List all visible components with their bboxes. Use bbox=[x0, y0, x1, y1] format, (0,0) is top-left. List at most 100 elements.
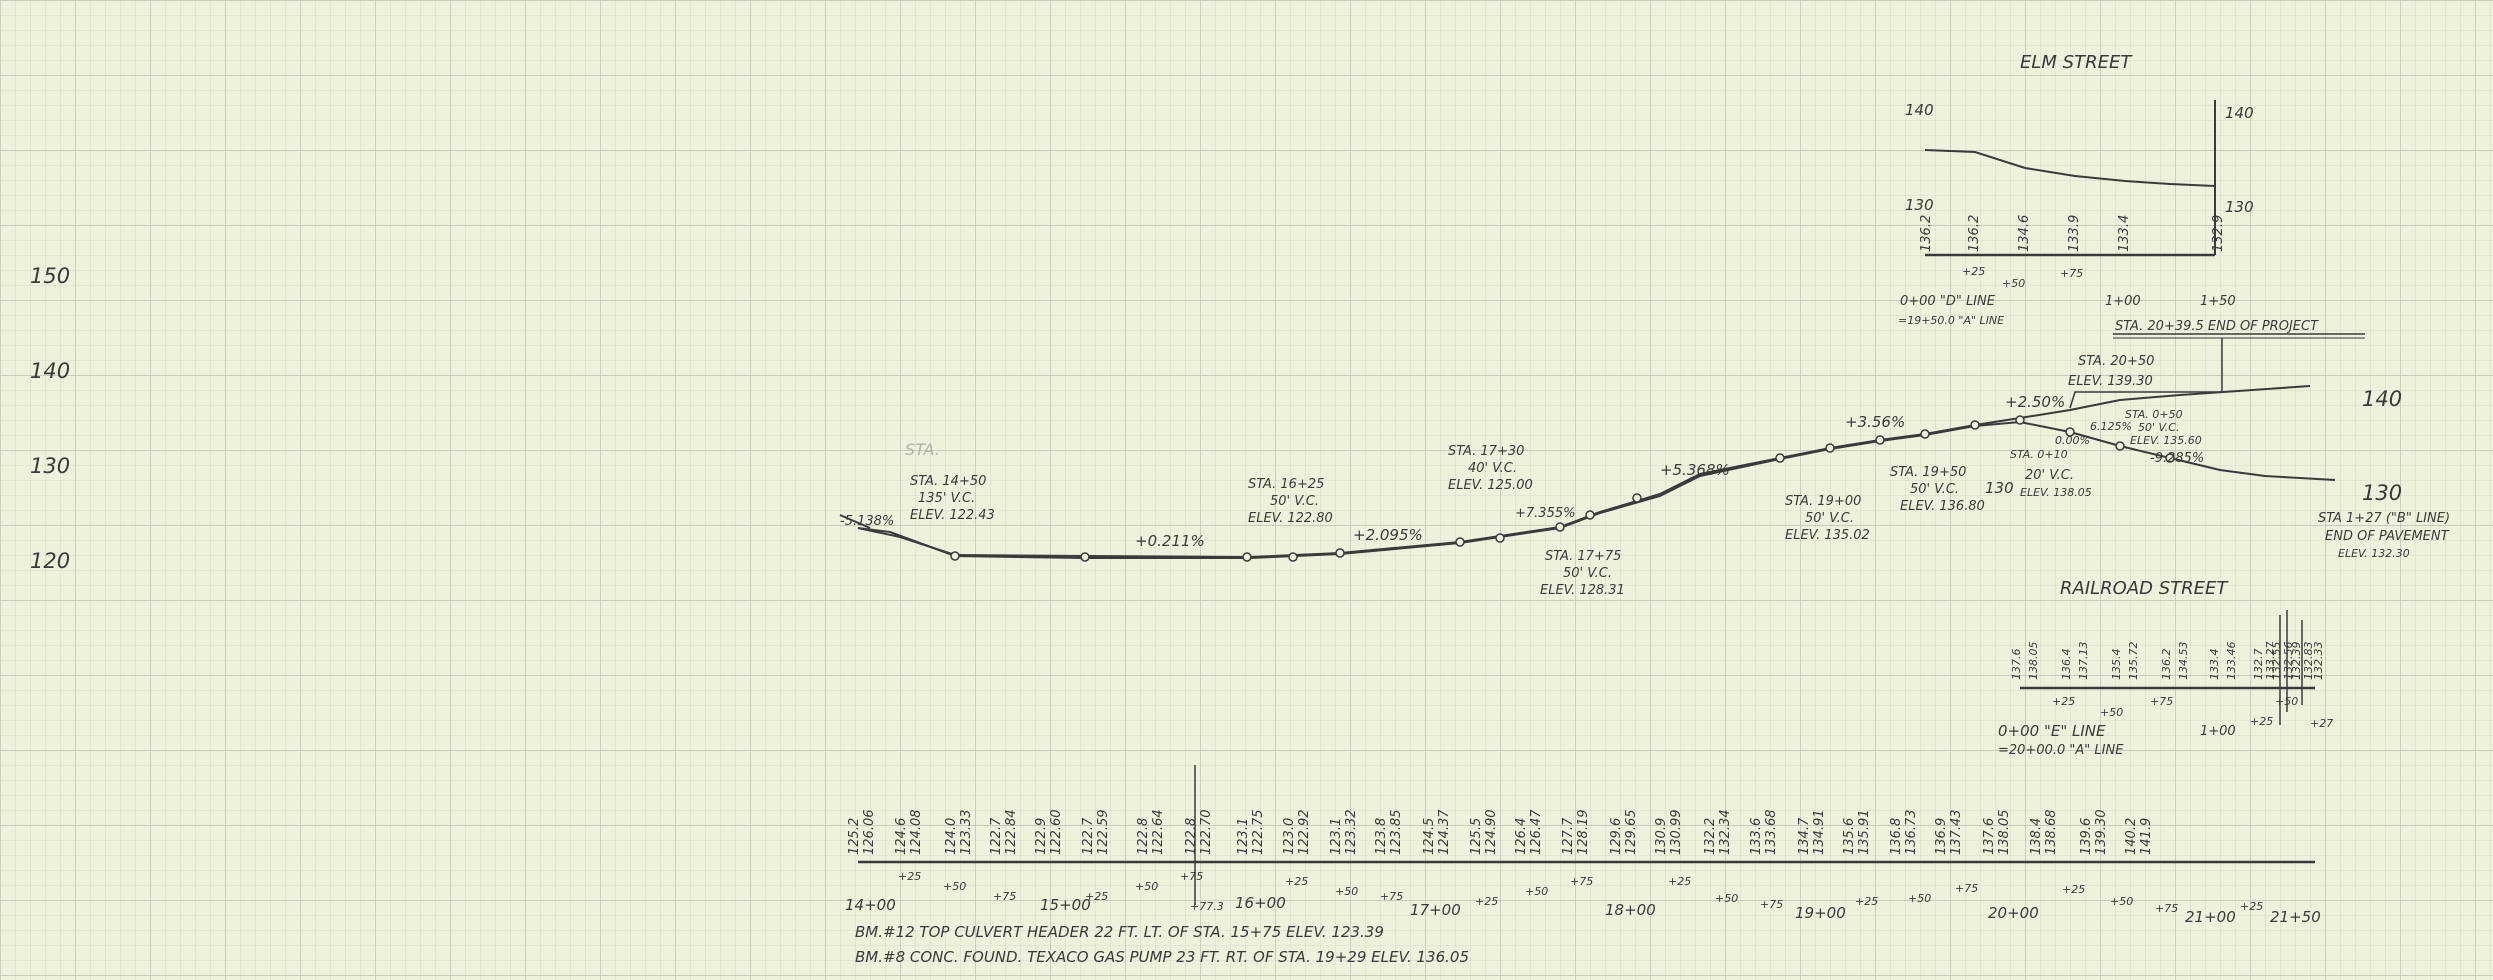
profile-elevation: 122.7 bbox=[1081, 817, 1096, 855]
profile-point bbox=[1080, 552, 1090, 562]
vc-label: 50' V.C. bbox=[1910, 482, 1959, 497]
profile-elevation: 132.34 bbox=[1718, 810, 1733, 856]
vc-label: ELEV. 136.80 bbox=[1900, 499, 1985, 514]
profile-annotations: STA. -5.138% +0.211% +2.095% +7.355% +5.… bbox=[840, 393, 2204, 598]
railroad-station: +25 bbox=[2250, 715, 2273, 728]
elm-street-inset: ELM STREET 140 140 130 130 136.2 136.2 1… bbox=[1898, 52, 2254, 327]
vc-label: ELEV. 122.80 bbox=[1248, 511, 1333, 526]
profile-line-a bbox=[857, 385, 2311, 559]
profile-elevation: 122.8 bbox=[1184, 818, 1199, 855]
vc-label: ELEV. 138.05 bbox=[2020, 486, 2092, 499]
railroad-elevation: 137.13 bbox=[2077, 642, 2090, 681]
profile-point bbox=[1585, 510, 1595, 520]
station-label: +50 bbox=[1335, 885, 1358, 898]
profile-point bbox=[2115, 441, 2125, 451]
railroad-elevation: 132.7 bbox=[2252, 649, 2265, 681]
station-label: +25 bbox=[2240, 900, 2263, 913]
railroad-station: +25 bbox=[2052, 695, 2075, 708]
elev-label-150: 150 bbox=[30, 264, 70, 288]
profile-elevation: 122.92 bbox=[1297, 810, 1312, 856]
elm-axis-130-right: 130 bbox=[2225, 198, 2254, 216]
profile-elevation: 123.85 bbox=[1389, 810, 1404, 856]
profile-elevation: 122.8 bbox=[1136, 818, 1151, 855]
profile-elevation: 130.9 bbox=[1654, 818, 1669, 855]
station-label: 16+00 bbox=[1235, 894, 1286, 912]
vc-label: STA. 0+50 bbox=[2125, 408, 2183, 421]
elm-station: 1+00 bbox=[2105, 294, 2141, 309]
railroad-elevation: 133.46 bbox=[2225, 642, 2238, 681]
vc-label: ELEV. 125.00 bbox=[1448, 478, 1533, 493]
profile-elevation: 138.4 bbox=[2029, 818, 2044, 855]
profile-station-row: 14+00+25+50+75 15+00+25+50+75+77.3 16+00+2… bbox=[845, 870, 2321, 926]
profile-point bbox=[950, 551, 960, 561]
grade-label: +0.211% bbox=[1135, 532, 1205, 550]
station-label: +50 bbox=[943, 880, 966, 893]
grade-label: +3.56% bbox=[1845, 413, 1905, 431]
grade-label: +2.50% bbox=[2005, 393, 2065, 411]
profile-elevation: 136.8 bbox=[1889, 818, 1904, 855]
profile-point bbox=[1242, 552, 1252, 562]
vc-label: STA. 17+30 bbox=[1448, 444, 1524, 459]
profile-elevation-column: 125.2 126.06 124.6 124.08 124.0 123.33 122.7 12… bbox=[847, 809, 2154, 855]
end-of-project-leader bbox=[2069, 338, 2223, 409]
profile-point bbox=[1875, 435, 1885, 445]
railroad-elevation: 134.53 bbox=[2177, 642, 2190, 681]
profile-elevation: 126.47 bbox=[1529, 809, 1544, 855]
vc-label: 50' V.C. bbox=[1805, 511, 1854, 526]
elm-axis-130-left: 130 bbox=[1905, 196, 1934, 214]
vc-label: 40' V.C. bbox=[1468, 461, 1517, 476]
profile-elevation: 123.1 bbox=[1236, 818, 1251, 855]
station-label: +75 bbox=[2155, 902, 2178, 915]
profile-elevation: 136.9 bbox=[1934, 818, 1949, 855]
profile-elevation: 134.91 bbox=[1812, 810, 1827, 856]
elm-station: 1+50 bbox=[2200, 294, 2236, 309]
profile-elevation: 139.6 bbox=[2079, 818, 2094, 855]
profile-point bbox=[1970, 420, 1980, 430]
station-label: +25 bbox=[898, 870, 921, 883]
vc-label: 20' V.C. bbox=[2025, 468, 2074, 483]
station-label: +25 bbox=[2062, 883, 2085, 896]
station-label: +50 bbox=[1135, 880, 1158, 893]
profile-point bbox=[1455, 537, 1465, 547]
vc-label: STA. 14+50 bbox=[910, 474, 986, 489]
station-label: 18+00 bbox=[1605, 901, 1656, 919]
profile-elevation: 141.9 bbox=[2139, 818, 2154, 855]
end-pavement-elev: ELEV. 132.30 bbox=[2338, 547, 2410, 560]
elev-label-120: 120 bbox=[30, 549, 70, 573]
vc-label: 50' V.C. bbox=[1563, 566, 1612, 581]
profile-elevation: 132.2 bbox=[1703, 818, 1718, 855]
station-label: +25 bbox=[1285, 875, 1308, 888]
vc-label: STA. 17+75 bbox=[1545, 549, 1621, 564]
profile-elevation: 129.6 bbox=[1609, 818, 1624, 855]
elm-elev: 133.4 bbox=[2117, 215, 2132, 252]
railroad-elevation: 136.4 bbox=[2060, 649, 2073, 681]
profile-elevation: 133.6 bbox=[1749, 818, 1764, 855]
railroad-elevation: 137.6 bbox=[2010, 649, 2023, 681]
profile-elevation: 123.33 bbox=[959, 810, 974, 856]
profile-point bbox=[2015, 415, 2025, 425]
profile-elevation: 134.7 bbox=[1797, 817, 1812, 855]
profile-elevation: 123.32 bbox=[1344, 810, 1359, 856]
profile-elevation: 122.84 bbox=[1004, 810, 1019, 856]
elm-elev: 133.9 bbox=[2067, 215, 2082, 252]
profile-elevation: 127.7 bbox=[1561, 817, 1576, 855]
railroad-street-inset: RAILROAD STREET 137.6 138.05 136.4 137.13 13… bbox=[1998, 578, 2333, 758]
vc-label: ELEV. 135.60 bbox=[2130, 434, 2202, 447]
profile-elevation: 126.4 bbox=[1514, 818, 1529, 855]
profile-table: 125.2 126.06 124.6 124.08 124.0 123.33 122.7 12… bbox=[845, 765, 2321, 926]
profile-elevation: 123.1 bbox=[1329, 818, 1344, 855]
profile-elevation: 122.59 bbox=[1096, 810, 1111, 856]
profile-point bbox=[1825, 443, 1835, 453]
elm-elev: 132.9 bbox=[2211, 215, 2226, 252]
station-label: +50 bbox=[1525, 885, 1548, 898]
station-label: +77.3 bbox=[1190, 900, 1224, 913]
railroad-station: 1+00 bbox=[2200, 724, 2236, 739]
elm-station: +50 bbox=[2002, 277, 2025, 290]
elm-profile-line bbox=[1924, 149, 2216, 187]
profile-elevation: 133.68 bbox=[1764, 810, 1779, 856]
vc-label: STA. 0+10 bbox=[2010, 448, 2068, 461]
station-label: +25 bbox=[1668, 875, 1691, 888]
profile-elevation: 123.0 bbox=[1282, 818, 1297, 855]
station-label: +75 bbox=[1380, 890, 1403, 903]
